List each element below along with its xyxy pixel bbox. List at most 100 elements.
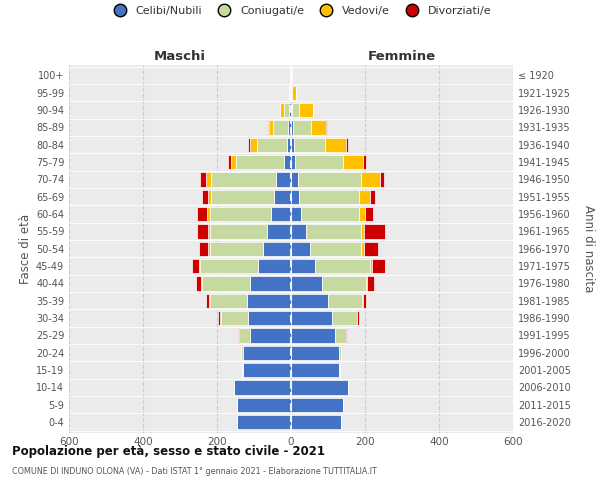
Bar bbox=[239, 328, 250, 342]
Bar bbox=[291, 190, 299, 204]
Bar bbox=[339, 363, 340, 377]
Bar bbox=[268, 120, 269, 134]
Bar bbox=[202, 190, 208, 204]
Bar bbox=[294, 138, 325, 152]
Bar bbox=[364, 224, 385, 238]
Bar bbox=[250, 138, 257, 152]
Bar bbox=[291, 311, 332, 325]
Bar bbox=[335, 328, 346, 342]
Bar bbox=[364, 242, 379, 256]
Bar bbox=[206, 172, 211, 186]
Bar bbox=[291, 398, 343, 412]
Text: Femmine: Femmine bbox=[368, 50, 436, 62]
Bar bbox=[290, 68, 291, 82]
Bar bbox=[230, 155, 236, 169]
Bar bbox=[367, 276, 374, 290]
Bar bbox=[274, 190, 291, 204]
Text: COMUNE DI INDUNO OLONA (VA) - Dati ISTAT 1° gennaio 2021 - Elaborazione TUTTITAL: COMUNE DI INDUNO OLONA (VA) - Dati ISTAT… bbox=[12, 468, 377, 476]
Bar bbox=[291, 363, 339, 377]
Bar bbox=[196, 276, 202, 290]
Bar bbox=[250, 328, 291, 342]
Bar bbox=[208, 242, 209, 256]
Bar bbox=[332, 311, 357, 325]
Bar bbox=[211, 172, 276, 186]
Bar bbox=[291, 155, 295, 169]
Bar bbox=[280, 103, 284, 117]
Bar bbox=[362, 294, 363, 308]
Bar bbox=[197, 207, 206, 221]
Bar bbox=[292, 86, 296, 100]
Bar bbox=[221, 311, 248, 325]
Bar bbox=[241, 346, 243, 360]
Bar bbox=[291, 276, 322, 290]
Bar bbox=[289, 103, 291, 117]
Bar bbox=[361, 224, 364, 238]
Bar bbox=[202, 276, 250, 290]
Bar bbox=[238, 328, 239, 342]
Bar bbox=[289, 86, 290, 100]
Bar bbox=[292, 103, 299, 117]
Bar bbox=[325, 138, 346, 152]
Bar bbox=[301, 207, 359, 221]
Bar bbox=[208, 224, 209, 238]
Bar bbox=[299, 190, 359, 204]
Bar bbox=[311, 120, 326, 134]
Bar bbox=[263, 242, 291, 256]
Bar bbox=[291, 224, 306, 238]
Bar bbox=[248, 138, 250, 152]
Bar bbox=[248, 311, 291, 325]
Bar bbox=[359, 207, 365, 221]
Bar bbox=[257, 138, 287, 152]
Bar bbox=[250, 276, 291, 290]
Bar bbox=[208, 190, 211, 204]
Bar bbox=[200, 172, 206, 186]
Bar bbox=[243, 346, 291, 360]
Bar bbox=[357, 311, 359, 325]
Bar bbox=[370, 259, 371, 273]
Bar bbox=[291, 120, 293, 134]
Bar bbox=[328, 294, 362, 308]
Bar bbox=[284, 103, 289, 117]
Bar bbox=[199, 259, 200, 273]
Bar bbox=[247, 294, 291, 308]
Bar bbox=[306, 224, 361, 238]
Bar bbox=[315, 259, 370, 273]
Bar bbox=[273, 120, 288, 134]
Bar bbox=[291, 138, 294, 152]
Bar bbox=[310, 242, 361, 256]
Bar bbox=[206, 294, 209, 308]
Bar bbox=[291, 294, 328, 308]
Bar bbox=[228, 155, 230, 169]
Bar bbox=[346, 138, 347, 152]
Bar bbox=[339, 346, 341, 360]
Bar bbox=[346, 328, 347, 342]
Bar bbox=[291, 259, 315, 273]
Bar bbox=[291, 380, 349, 394]
Bar bbox=[269, 120, 273, 134]
Legend: Celibi/Nubili, Coniugati/e, Vedovi/e, Divorziati/e: Celibi/Nubili, Coniugati/e, Vedovi/e, Di… bbox=[109, 6, 491, 16]
Bar bbox=[363, 294, 367, 308]
Bar bbox=[291, 103, 292, 117]
Bar bbox=[199, 242, 208, 256]
Bar bbox=[200, 259, 258, 273]
Bar bbox=[322, 276, 366, 290]
Bar bbox=[209, 207, 271, 221]
Bar bbox=[359, 190, 370, 204]
Bar bbox=[293, 120, 311, 134]
Bar bbox=[361, 172, 380, 186]
Bar bbox=[366, 276, 367, 290]
Y-axis label: Fasce di età: Fasce di età bbox=[19, 214, 32, 284]
Bar bbox=[363, 155, 366, 169]
Bar bbox=[211, 190, 274, 204]
Bar bbox=[242, 363, 243, 377]
Bar bbox=[271, 207, 291, 221]
Bar bbox=[295, 155, 343, 169]
Bar bbox=[287, 138, 291, 152]
Bar bbox=[267, 224, 291, 238]
Bar bbox=[206, 207, 209, 221]
Bar bbox=[243, 363, 291, 377]
Bar bbox=[291, 328, 335, 342]
Bar bbox=[326, 120, 327, 134]
Bar bbox=[238, 415, 291, 429]
Bar bbox=[291, 346, 339, 360]
